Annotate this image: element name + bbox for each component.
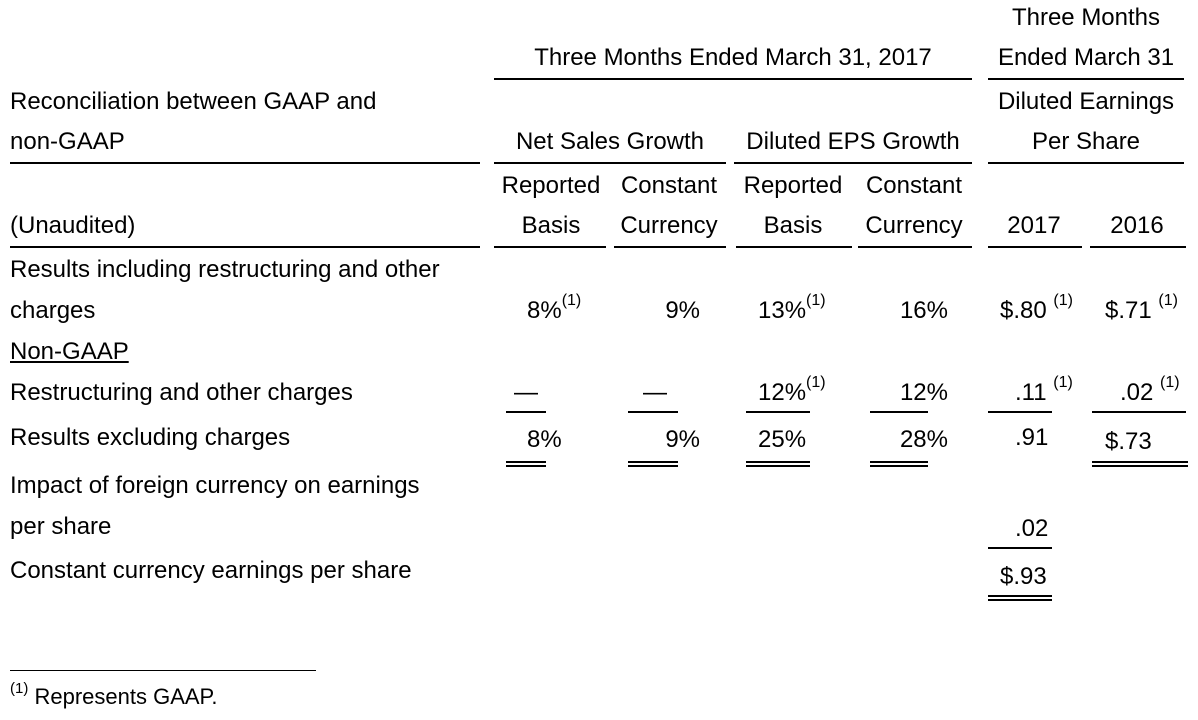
year-2016-rule (1090, 246, 1186, 248)
constant-currency-eps-label: Constant currency earnings per share (10, 557, 412, 584)
fx-2017: .02 (1015, 515, 1049, 542)
three-months-header-line1: Three Months (1011, 4, 1161, 31)
excl-2016: $.73 (1105, 428, 1152, 455)
fx-2017-rule (988, 547, 1052, 549)
diluted-eps-header-line2: Per Share (1031, 128, 1141, 155)
incl-2017: $.80 (1) (1000, 292, 1073, 324)
cc-2017-double-rule (988, 595, 1052, 601)
incl-eps-constant: 16% (899, 297, 948, 324)
year-2016-header: 2016 (1110, 212, 1164, 239)
net-sales-growth-header: Net Sales Growth (515, 128, 705, 155)
excl-eps-reported-double-rule (746, 461, 810, 467)
restr-eps-reported-rule (746, 411, 810, 413)
excl-eps-reported: 25% (758, 426, 807, 453)
ns-constant-header-line2: Currency (620, 212, 718, 239)
restr-eps-reported: 12%(1) (758, 374, 826, 406)
restr-ns-constant: — (643, 379, 667, 406)
non-gaap-label: Non-GAAP (10, 338, 129, 365)
ns-reported-header-line2: Basis (521, 212, 581, 239)
table-title-line1: Reconciliation between GAAP and (10, 88, 377, 115)
restr-eps-constant-rule (870, 411, 928, 413)
ns-constant-rule (614, 246, 726, 248)
row-including-label-line1: Results including restructuring and othe… (10, 256, 440, 283)
ns-reported-rule (494, 246, 606, 248)
restr-2017-rule (988, 411, 1052, 413)
table-title-line2: non-GAAP (10, 128, 125, 155)
header-rule-three-months (988, 78, 1184, 80)
eps-reported-header-line2: Basis (763, 212, 823, 239)
diluted-eps-growth-header: Diluted EPS Growth (746, 128, 960, 155)
eps-reported-header-line1: Reported (743, 172, 843, 199)
restr-2017: .11 (1) (1015, 374, 1073, 406)
footnote: (1) Represents GAAP. (10, 681, 218, 709)
eps-constant-header-line1: Constant (865, 172, 963, 199)
footnote-text: Represents GAAP. (34, 684, 218, 709)
excl-eps-constant: 28% (899, 426, 948, 453)
diluted-eps-per-share-rule (988, 162, 1184, 164)
restr-2016-rule (1092, 411, 1186, 413)
excl-eps-constant-double-rule (870, 461, 928, 467)
footnote-separator (10, 670, 316, 671)
excl-2017: .91 (1015, 424, 1049, 451)
diluted-eps-header-line1: Diluted Earnings (997, 88, 1175, 115)
incl-ns-reported: 8%(1) (527, 292, 582, 324)
incl-ns-constant: 9% (665, 297, 700, 324)
year-2017-rule (988, 246, 1082, 248)
fx-impact-label-line2: per share (10, 513, 112, 540)
fx-impact-label-line1: Impact of foreign currency on earnings (10, 472, 420, 499)
header-rule-2017 (494, 78, 972, 80)
excl-2016-double-rule (1092, 461, 1188, 467)
diluted-eps-growth-rule (734, 162, 972, 164)
cc-2017: $.93 (1000, 563, 1047, 590)
excl-ns-constant-double-rule (628, 461, 678, 467)
excluding-label: Results excluding charges (10, 424, 291, 451)
restructuring-label: Restructuring and other charges (10, 379, 353, 406)
unaudited-label: (Unaudited) (10, 212, 136, 239)
incl-2016: $.71 (1) (1105, 292, 1178, 324)
three-months-header-line2: Ended March 31 (997, 44, 1175, 71)
net-sales-rule (494, 162, 726, 164)
restr-eps-constant: 12% (899, 379, 948, 406)
eps-reported-rule (736, 246, 852, 248)
ns-reported-header-line1: Reported (501, 172, 601, 199)
footnote-marker: (1) (10, 680, 29, 697)
title-rule (10, 162, 480, 164)
excl-ns-constant: 9% (665, 426, 700, 453)
incl-eps-reported: 13%(1) (758, 292, 826, 324)
three-months-ended-2017-header: Three Months Ended March 31, 2017 (534, 44, 932, 71)
excl-ns-reported-double-rule (506, 461, 546, 467)
restr-2016: .02 (1) (1120, 374, 1180, 406)
restr-ns-constant-rule (628, 411, 678, 413)
eps-constant-rule (858, 246, 972, 248)
eps-constant-header-line2: Currency (865, 212, 963, 239)
restr-ns-reported-rule (506, 411, 546, 413)
unaudited-rule (10, 246, 480, 248)
year-2017-header: 2017 (1007, 212, 1061, 239)
restr-ns-reported: — (514, 379, 538, 406)
excl-ns-reported: 8% (527, 426, 562, 453)
ns-constant-header-line1: Constant (620, 172, 718, 199)
row-including-label-line2: charges (10, 297, 96, 324)
